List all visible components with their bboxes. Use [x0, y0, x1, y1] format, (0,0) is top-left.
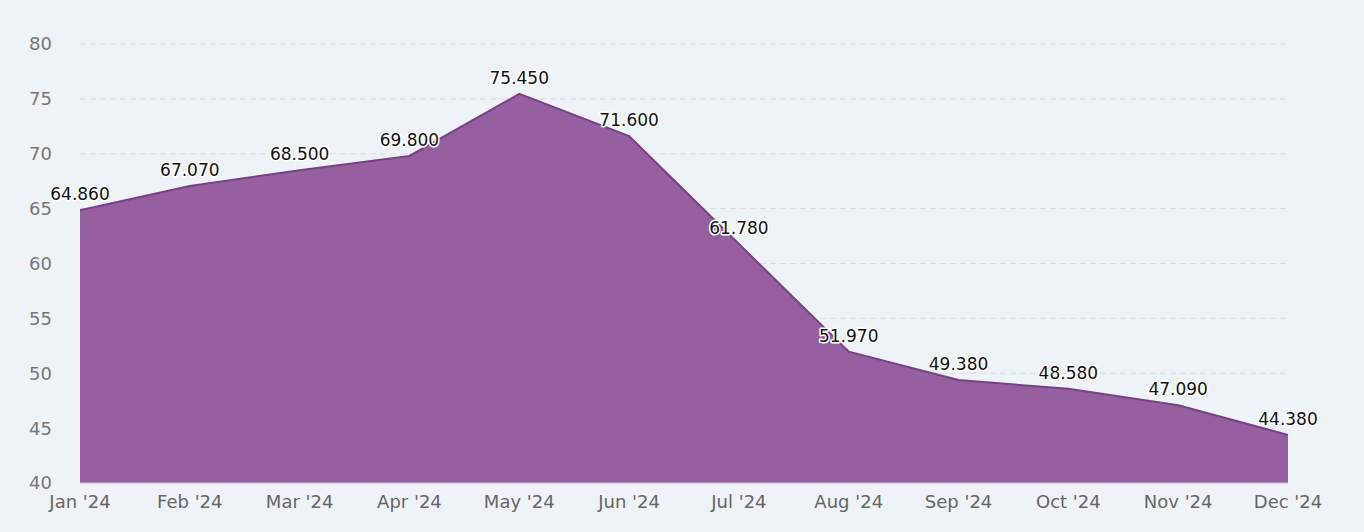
svg-text:51.970: 51.970 — [819, 326, 878, 346]
svg-text:44.380: 44.380 — [1258, 409, 1317, 429]
svg-text:69.800: 69.800 — [380, 130, 439, 150]
svg-text:67.070: 67.070 — [160, 160, 219, 180]
svg-text:Feb '24: Feb '24 — [157, 491, 222, 512]
svg-text:47.090: 47.090 — [1148, 379, 1207, 399]
svg-text:49.380: 49.380 — [929, 354, 988, 374]
svg-text:50: 50 — [29, 363, 52, 384]
svg-text:68.500: 68.500 — [270, 144, 329, 164]
svg-text:Aug '24: Aug '24 — [814, 491, 883, 512]
svg-text:61.780: 61.780 — [709, 218, 768, 238]
svg-text:Mar '24: Mar '24 — [266, 491, 334, 512]
svg-text:Jun '24: Jun '24 — [597, 491, 660, 512]
svg-text:40: 40 — [29, 472, 52, 493]
svg-text:60: 60 — [29, 253, 52, 274]
svg-text:65: 65 — [29, 198, 52, 219]
svg-text:Dec '24: Dec '24 — [1254, 491, 1322, 512]
svg-text:Apr '24: Apr '24 — [377, 491, 442, 512]
svg-text:45: 45 — [29, 418, 52, 439]
svg-text:Jan '24: Jan '24 — [48, 491, 110, 512]
svg-text:Oct '24: Oct '24 — [1036, 491, 1101, 512]
svg-text:75: 75 — [29, 88, 52, 109]
svg-text:Sep '24: Sep '24 — [925, 491, 993, 512]
svg-text:75.450: 75.450 — [490, 68, 549, 88]
svg-text:70: 70 — [29, 143, 52, 164]
svg-text:Jul '24: Jul '24 — [710, 491, 766, 512]
svg-text:71.600: 71.600 — [599, 110, 658, 130]
svg-text:May '24: May '24 — [484, 491, 555, 512]
svg-text:48.580: 48.580 — [1039, 363, 1098, 383]
svg-text:Nov '24: Nov '24 — [1144, 491, 1213, 512]
svg-text:55: 55 — [29, 308, 52, 329]
svg-text:80: 80 — [29, 33, 52, 54]
svg-text:64.860: 64.860 — [50, 184, 109, 204]
